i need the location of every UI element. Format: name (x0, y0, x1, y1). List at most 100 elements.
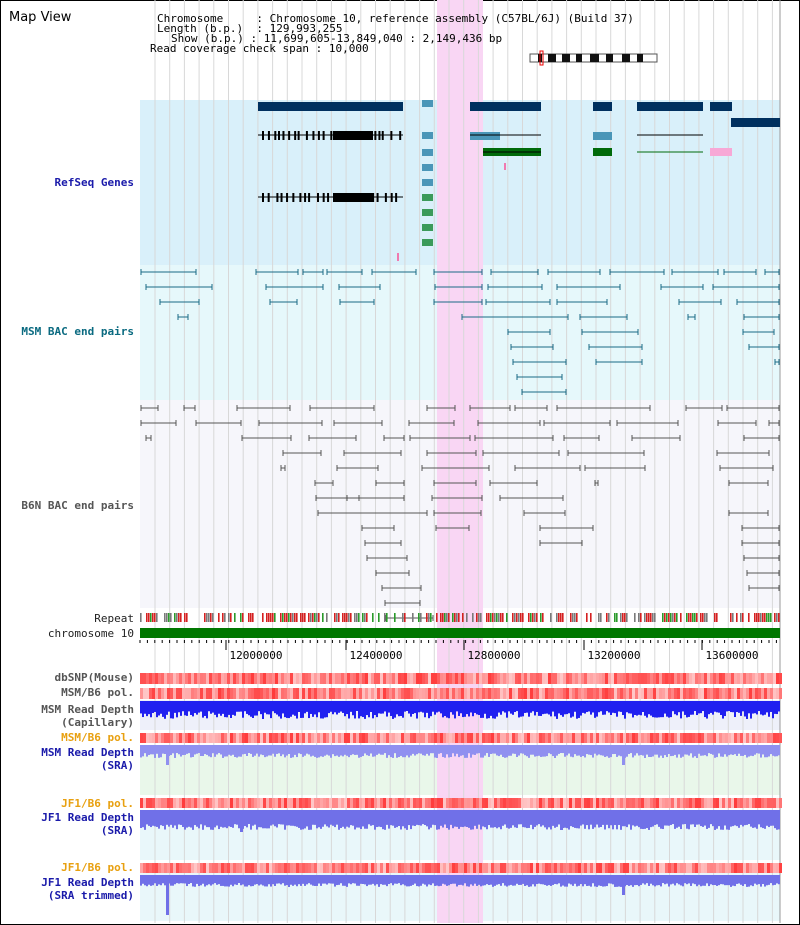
msm-depth-capillary-bar (682, 701, 684, 712)
msm-b6-pol-2-cell (728, 733, 731, 743)
msm-depth-sra-bar (472, 745, 474, 755)
msm-b6-pol-cell (548, 688, 551, 699)
msm-depth-capillary-bar (518, 701, 520, 718)
repeat-mark (576, 613, 578, 622)
msm-b6-pol-2-cell (422, 733, 425, 743)
jf1-b6-pol-1-cell (572, 798, 575, 808)
jf1-depth-sra-bar (160, 810, 162, 826)
dbsnp-cell (476, 673, 479, 684)
msm-b6-pol-2-cell (407, 733, 410, 743)
dbsnp-cell (434, 673, 437, 684)
msm-b6-pol-cell (767, 688, 770, 699)
info-chromosome-value: Chromosome 10, reference assembly (C57BL… (269, 12, 634, 25)
msm-b6-pol-2-cell (278, 733, 281, 743)
jf1-depth-sra-bar (664, 810, 666, 826)
msm-depth-capillary-bar (510, 701, 512, 714)
repeat-mark (690, 613, 692, 622)
msm-b6-pol-cell (779, 688, 782, 699)
dbsnp-cell (146, 673, 149, 684)
jf1-depth-trimmed-bar (246, 875, 248, 887)
msm-depth-capillary-bar (380, 701, 382, 714)
jf1-depth-sra-bar (726, 810, 728, 830)
msm-depth-sra-bar (250, 745, 252, 754)
jf1-b6-pol-1-cell (332, 798, 335, 808)
msm-depth-sra-bar (538, 745, 540, 756)
msm-depth-sra-bar (180, 745, 182, 757)
jf1-b6-pol-2-cell (653, 863, 656, 873)
msm-depth-sra-bar (768, 745, 770, 757)
msm-depth-sra-bar (678, 745, 680, 755)
msm-depth-sra-bar (660, 745, 662, 756)
track-label-msm-bac[interactable]: MSM BAC end pairs (21, 325, 134, 338)
dbsnp-cell (728, 673, 731, 684)
jf1-depth-trimmed-bar (176, 875, 178, 884)
msm-depth-sra-bar (706, 745, 708, 757)
jf1-depth-sra-bar (638, 810, 640, 828)
jf1-depth-trimmed-bar (626, 875, 628, 886)
msm-depth-sra-bar (570, 745, 572, 757)
msm-depth-sra-bar (226, 745, 228, 757)
track-label-refseq[interactable]: RefSeq Genes (54, 176, 134, 189)
msm-b6-pol-cell (479, 688, 482, 699)
jf1-depth-sra-bar (746, 810, 748, 825)
track-label-msm-b6-pol-1[interactable]: MSM/B6 pol. (61, 686, 134, 699)
gene-exon (327, 193, 330, 202)
jf1-b6-pol-1-cell (710, 798, 713, 808)
dbsnp-cell (248, 673, 251, 684)
track-label-repeat[interactable]: Repeat (94, 612, 134, 625)
dbsnp-cell (641, 673, 644, 684)
track-label-jf1-depth-trimmed[interactable]: JF1 Read Depth (41, 876, 134, 889)
track-label-b6n-bac[interactable]: B6N BAC end pairs (21, 499, 134, 512)
track-label-dbsnp[interactable]: dbSNP(Mouse) (54, 671, 134, 684)
msm-depth-capillary-bar (270, 701, 272, 719)
jf1-depth-trimmed-bar (144, 875, 146, 886)
dbsnp-cell (617, 673, 620, 684)
jf1-depth-trimmed-bar (510, 875, 512, 885)
msm-b6-pol-2-cell (449, 733, 452, 743)
dbsnp-cell (608, 673, 611, 684)
msm-depth-capillary-bar (592, 701, 594, 713)
msm-depth-capillary-bar (216, 701, 218, 718)
repeat-mark (766, 613, 768, 622)
track-label-jf1-b6-pol-1[interactable]: JF1/B6 pol. (61, 797, 134, 810)
jf1-depth-sra-bar (412, 810, 414, 826)
jf1-b6-pol-2-cell (452, 863, 455, 873)
jf1-depth-trimmed-bar (230, 875, 232, 885)
msm-depth-capillary-bar (224, 701, 226, 718)
msm-b6-pol-2-cell (317, 733, 320, 743)
jf1-depth-sra-bar (510, 810, 512, 828)
msm-b6-pol-cell (503, 688, 506, 699)
jf1-depth-sra-bar (624, 810, 626, 827)
jf1-b6-pol-1-cell (380, 798, 383, 808)
jf1-depth-trimmed-bar (350, 875, 352, 885)
jf1-b6-pol-2-cell (701, 863, 704, 873)
jf1-b6-pol-2-cell (191, 863, 194, 873)
msm-b6-pol-cell (764, 688, 767, 699)
repeat-mark (662, 613, 664, 622)
jf1-b6-pol-1-cell (773, 798, 776, 808)
msm-b6-pol-2-cell (503, 733, 506, 743)
msm-depth-sra-bar (610, 745, 612, 758)
jf1-depth-sra-bar (414, 810, 416, 827)
chromosome-bar (140, 628, 780, 638)
jf1-depth-trimmed-bar (290, 875, 292, 885)
msm-b6-pol-cell (281, 688, 284, 699)
jf1-depth-sra-bar (146, 810, 148, 825)
track-label-msm-b6-pol-2[interactable]: MSM/B6 pol. (61, 731, 134, 744)
msm-depth-capillary-bar (776, 701, 778, 715)
jf1-depth-trimmed-bar (582, 875, 584, 887)
track-label-msm-depth-capillary[interactable]: MSM Read Depth (41, 703, 134, 716)
track-label-jf1-depth-sra[interactable]: JF1 Read Depth (41, 811, 134, 824)
msm-depth-sra-bar (184, 745, 186, 755)
jf1-depth-trimmed-bar (214, 875, 216, 884)
jf1-depth-trimmed-bar (742, 875, 744, 886)
track-label-msm-depth-sra[interactable]: MSM Read Depth (41, 746, 134, 759)
track-label-jf1-b6-pol-2[interactable]: JF1/B6 pol. (61, 861, 134, 874)
msm-depth-capillary-bar (340, 701, 342, 712)
repeat-mark (778, 613, 780, 622)
dbsnp-cell (506, 673, 509, 684)
dbsnp-cell (734, 673, 737, 684)
jf1-depth-trimmed-bar (262, 875, 264, 886)
dbsnp-cell (239, 673, 242, 684)
